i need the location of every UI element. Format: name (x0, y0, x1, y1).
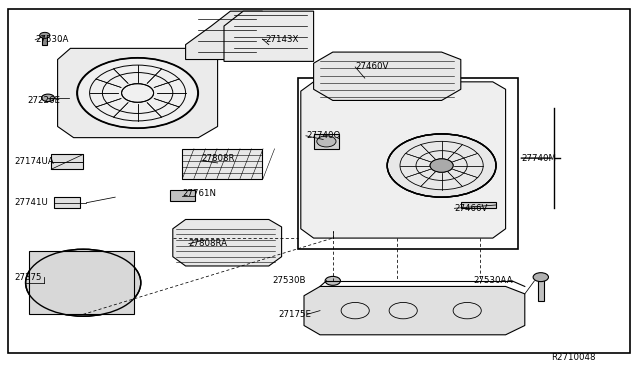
Text: 27530A: 27530A (35, 35, 68, 44)
Text: R2710048: R2710048 (550, 353, 595, 362)
Bar (29, 251, 134, 314)
Bar (170, 190, 195, 201)
Circle shape (26, 249, 141, 316)
Circle shape (533, 273, 548, 282)
Polygon shape (58, 48, 218, 138)
Circle shape (40, 32, 50, 38)
Circle shape (430, 159, 453, 172)
Circle shape (317, 136, 336, 147)
Polygon shape (186, 11, 262, 60)
Circle shape (325, 276, 340, 285)
Bar (298, 78, 518, 249)
Text: 27740Q: 27740Q (306, 131, 340, 140)
Circle shape (64, 272, 102, 294)
Polygon shape (224, 11, 314, 61)
Circle shape (74, 277, 93, 288)
Text: 27375: 27375 (14, 273, 42, 282)
Polygon shape (304, 286, 525, 335)
Text: 27808R: 27808R (202, 154, 235, 163)
Polygon shape (314, 52, 461, 100)
Polygon shape (182, 149, 262, 179)
Text: 27741U: 27741U (14, 198, 48, 207)
Text: 27808RA: 27808RA (189, 239, 228, 248)
Bar (51, 154, 83, 169)
Text: 27143X: 27143X (266, 35, 299, 44)
Bar (54, 197, 80, 208)
Text: 27175E: 27175E (278, 310, 312, 319)
Bar (461, 202, 496, 208)
Circle shape (42, 94, 54, 102)
Text: 27226E: 27226E (27, 96, 60, 105)
Text: 27174UA: 27174UA (14, 157, 54, 166)
Bar (538, 277, 544, 301)
Text: 27740M: 27740M (522, 154, 557, 163)
Circle shape (387, 134, 496, 197)
Bar (42, 35, 47, 45)
Circle shape (77, 58, 198, 128)
Text: 27530AA: 27530AA (474, 276, 513, 285)
Text: 27466V: 27466V (454, 204, 488, 213)
Text: 27460V: 27460V (355, 62, 388, 71)
Text: 27530B: 27530B (272, 276, 305, 285)
Bar (314, 134, 339, 149)
Polygon shape (173, 219, 282, 266)
Polygon shape (301, 82, 506, 238)
Circle shape (430, 159, 453, 172)
Text: 27761N: 27761N (182, 189, 216, 198)
